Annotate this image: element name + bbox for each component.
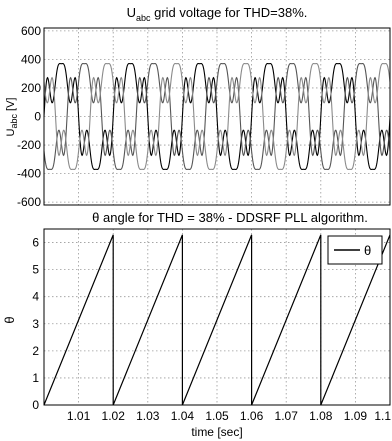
voltage-series-line-1 bbox=[43, 63, 391, 170]
voltage-y-tick-label: -600 bbox=[17, 195, 41, 209]
theta-y-ticks: 0 1 2 3 4 5 6 bbox=[32, 236, 39, 412]
voltage-y-label: Uabc [V] bbox=[5, 98, 19, 137]
theta-y-tick-label: 3 bbox=[32, 317, 39, 331]
theta-x-tick-label: 1.01 bbox=[67, 409, 91, 423]
voltage-y-tick-label: 0 bbox=[34, 110, 41, 124]
voltage-chart: Uabc grid voltage for THD=38%. Uabc [V] … bbox=[5, 5, 391, 209]
voltage-y-tick-label: 600 bbox=[21, 24, 41, 38]
theta-x-tick-label: 1.09 bbox=[344, 409, 368, 423]
theta-y-tick-label: 5 bbox=[32, 263, 39, 277]
theta-x-label: time [sec] bbox=[191, 425, 242, 439]
theta-y-label: θ bbox=[2, 316, 17, 323]
voltage-y-tick-label: 400 bbox=[21, 52, 41, 66]
theta-x-tick-label: 1.05 bbox=[205, 409, 229, 423]
theta-x-tick-label: 1.03 bbox=[136, 409, 160, 423]
theta-x-tick-label: 1.06 bbox=[240, 409, 264, 423]
theta-x-ticks: 1.01 1.02 1.03 1.04 1.05 1.06 1.07 1.08 1.09 1.1 bbox=[67, 409, 391, 423]
voltage-series-group bbox=[43, 63, 391, 170]
voltage-chart-title: Uabc grid voltage for THD=38%. bbox=[127, 5, 308, 23]
theta-x-tick-label: 1.02 bbox=[102, 409, 126, 423]
voltage-plot-frame bbox=[43, 27, 391, 206]
theta-x-tick-label: 1.1 bbox=[374, 409, 391, 423]
voltage-y-tick-label: -400 bbox=[17, 167, 41, 181]
voltage-series-line-2 bbox=[43, 63, 391, 170]
voltage-y-ticks: -600 -400 -200 0 200 400 600 bbox=[17, 24, 41, 209]
legend-entry-theta: θ bbox=[364, 243, 371, 258]
voltage-y-tick-label: 200 bbox=[21, 81, 41, 95]
theta-y-tick-label: 4 bbox=[32, 290, 39, 304]
theta-series-line-0 bbox=[43, 234, 391, 406]
theta-y-tick-label: 6 bbox=[32, 236, 39, 250]
theta-plot-frame bbox=[43, 228, 391, 406]
theta-chart-title: θ angle for THD = 38% - DDSRF PLL algori… bbox=[92, 210, 368, 225]
voltage-y-tick-label: -200 bbox=[17, 138, 41, 152]
theta-y-tick-label: 0 bbox=[32, 398, 39, 412]
theta-x-tick-label: 1.04 bbox=[171, 409, 195, 423]
theta-y-tick-label: 2 bbox=[32, 344, 39, 358]
theta-y-tick-label: 1 bbox=[32, 371, 39, 385]
theta-chart: θ angle for THD = 38% - DDSRF PLL algori… bbox=[2, 210, 391, 439]
voltage-series-line-0 bbox=[43, 63, 391, 170]
theta-x-tick-label: 1.08 bbox=[309, 409, 333, 423]
theta-legend: θ bbox=[327, 235, 383, 265]
theta-x-tick-label: 1.07 bbox=[275, 409, 299, 423]
theta-series-group bbox=[43, 234, 391, 406]
